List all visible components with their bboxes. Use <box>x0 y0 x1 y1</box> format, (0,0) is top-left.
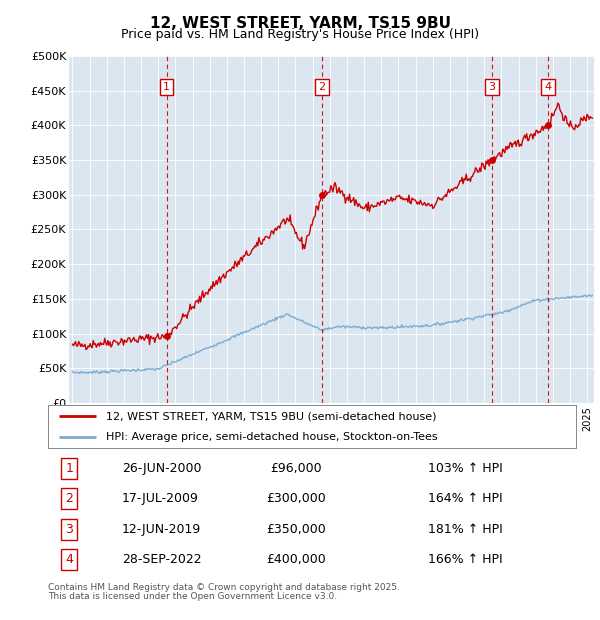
Text: 12, WEST STREET, YARM, TS15 9BU: 12, WEST STREET, YARM, TS15 9BU <box>149 16 451 30</box>
Text: 17-JUL-2009: 17-JUL-2009 <box>122 492 199 505</box>
Text: 103% ↑ HPI: 103% ↑ HPI <box>428 462 503 475</box>
Text: 4: 4 <box>545 82 552 92</box>
Text: 181% ↑ HPI: 181% ↑ HPI <box>428 523 503 536</box>
Text: This data is licensed under the Open Government Licence v3.0.: This data is licensed under the Open Gov… <box>48 592 337 601</box>
Text: 12-JUN-2019: 12-JUN-2019 <box>122 523 201 536</box>
Text: Contains HM Land Registry data © Crown copyright and database right 2025.: Contains HM Land Registry data © Crown c… <box>48 583 400 592</box>
Text: 4: 4 <box>65 554 73 567</box>
Text: 164% ↑ HPI: 164% ↑ HPI <box>428 492 503 505</box>
Text: 3: 3 <box>65 523 73 536</box>
Text: 28-SEP-2022: 28-SEP-2022 <box>122 554 202 567</box>
Text: £96,000: £96,000 <box>271 462 322 475</box>
Text: 166% ↑ HPI: 166% ↑ HPI <box>428 554 503 567</box>
Text: 1: 1 <box>65 462 73 475</box>
Text: Price paid vs. HM Land Registry's House Price Index (HPI): Price paid vs. HM Land Registry's House … <box>121 28 479 41</box>
Text: 26-JUN-2000: 26-JUN-2000 <box>122 462 202 475</box>
Text: 2: 2 <box>65 492 73 505</box>
Text: £400,000: £400,000 <box>266 554 326 567</box>
Text: 3: 3 <box>488 82 495 92</box>
Text: £300,000: £300,000 <box>266 492 326 505</box>
Text: HPI: Average price, semi-detached house, Stockton-on-Tees: HPI: Average price, semi-detached house,… <box>106 432 438 442</box>
Text: 12, WEST STREET, YARM, TS15 9BU (semi-detached house): 12, WEST STREET, YARM, TS15 9BU (semi-de… <box>106 411 437 421</box>
Text: £350,000: £350,000 <box>266 523 326 536</box>
Text: 1: 1 <box>163 82 170 92</box>
Text: 2: 2 <box>319 82 325 92</box>
